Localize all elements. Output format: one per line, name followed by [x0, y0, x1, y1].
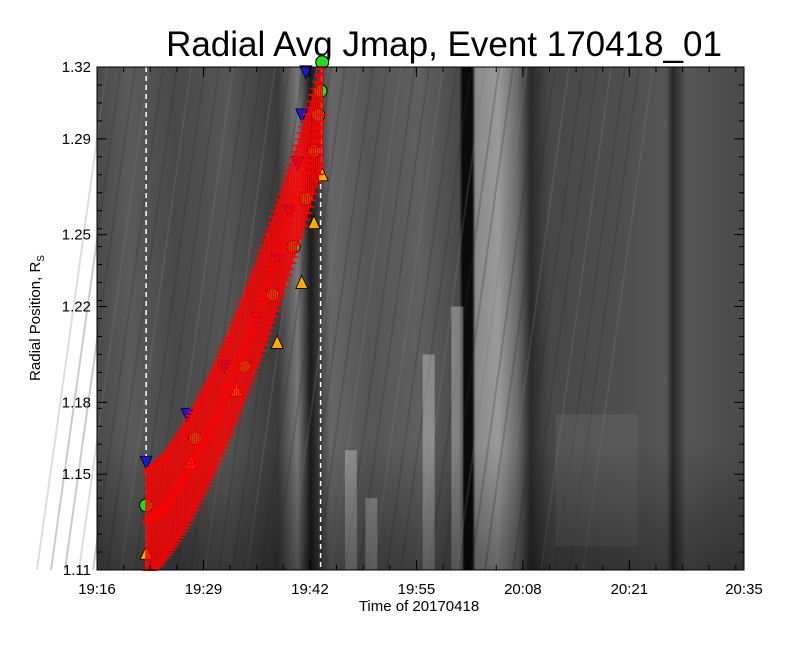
x-tick-label: 20:08 [504, 581, 542, 598]
y-tick-label: 1.18 [62, 394, 91, 411]
x-tick-label: 19:16 [78, 581, 116, 598]
x-tick-label: 20:35 [725, 581, 763, 598]
jmap-streak [36, 66, 108, 571]
x-axis-label: Time of 20170418 [359, 598, 479, 615]
chart-title: Radial Avg Jmap, Event 170418_01 [166, 25, 722, 64]
data-point-triangle-up [295, 274, 309, 289]
x-tick-label: 19:42 [291, 581, 329, 598]
y-tick-label: 1.25 [62, 227, 91, 244]
x-tick-label: 19:55 [398, 581, 436, 598]
data-series [139, 55, 330, 571]
y-tick-label: 1.32 [62, 59, 91, 76]
x-tick-label: 19:29 [185, 581, 223, 598]
y-axis-label-subscript: S [36, 255, 47, 262]
y-tick-label: 1.11 [63, 562, 91, 579]
data-point-triangle-up [307, 214, 321, 230]
data-point-triangle-down [139, 455, 153, 471]
y-tick-label: 1.15 [62, 466, 91, 483]
data-point-triangle-down [295, 108, 309, 123]
x-tick-label: 20:21 [611, 581, 649, 598]
y-tick-label: 1.29 [62, 131, 91, 148]
y-axis-label: Radial Position, RS [27, 255, 47, 381]
y-tick-label: 1.22 [62, 299, 91, 316]
x-axis: 19:16 19:29 19:42 19:55 20:08 20:21 20:35 [78, 67, 763, 598]
data-point-triangle-up [270, 334, 284, 349]
data-point-triangle-down [299, 65, 313, 80]
y-axis: 1.11 1.15 1.18 1.22 1.25 1.29 1.32 [62, 59, 744, 579]
y-axis-label-main: Radial Position, R [27, 262, 44, 381]
